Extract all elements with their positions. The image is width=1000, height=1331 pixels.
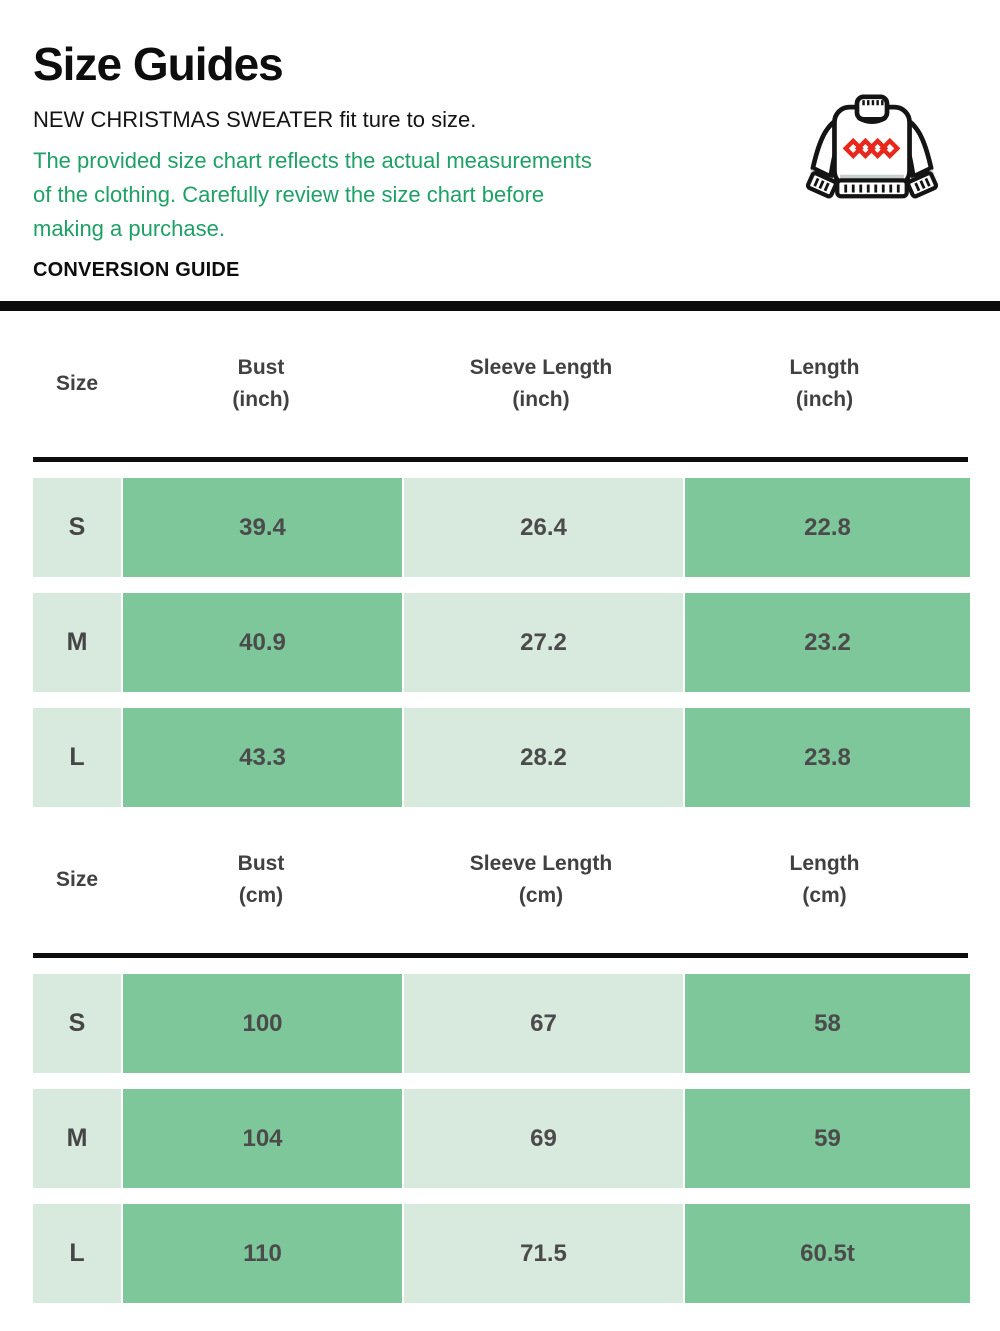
length-cell: 60.5t: [685, 1204, 970, 1304]
sleeve-length-cell: 67: [404, 974, 683, 1074]
column-header-unit: (inch): [232, 388, 290, 412]
column-header-bust: Bust (cm): [121, 848, 401, 912]
table-row-l: L 43.3 28.2 23.8: [33, 708, 970, 808]
bust-cell: 110: [123, 1204, 402, 1304]
sleeve-length-cell: 69: [404, 1089, 683, 1189]
table-body: S 39.4 26.4 22.8 M 40.9 27.2 23.2 L 43.3…: [33, 478, 970, 808]
column-header-label: Length: [789, 852, 860, 876]
bust-cell: 39.4: [123, 478, 402, 578]
size-cell: L: [33, 708, 121, 808]
table-header-divider: [33, 457, 968, 463]
column-header-unit: (cm): [518, 884, 564, 908]
christmas-sweater-icon: [806, 94, 938, 199]
table-row-s: S 100 67 58: [33, 974, 970, 1074]
size-chart-description: The provided size chart reflects the act…: [33, 144, 967, 246]
page-title: Size Guides: [33, 38, 284, 90]
length-cell: 22.8: [685, 478, 970, 578]
sleeve-length-cell: 26.4: [404, 478, 683, 578]
size-cell: S: [33, 974, 121, 1074]
column-header-label: Length: [789, 356, 860, 380]
size-cell: M: [33, 593, 121, 693]
size-table-cm: Size Bust (cm) Sleeve Length (cm) Length…: [33, 807, 970, 1304]
conversion-guide-label: CONVERSION GUIDE: [33, 259, 240, 282]
column-header-sleeve-length: Sleeve Length (cm): [401, 848, 681, 912]
column-header-label: Bust: [237, 356, 285, 380]
column-header-unit: (cm): [238, 884, 284, 908]
description-line: of the clothing. Carefully review the si…: [33, 182, 545, 208]
sleeve-length-cell: 28.2: [404, 708, 683, 808]
column-header-unit: (cm): [802, 884, 847, 908]
table-row-l: L 110 71.5 60.5t: [33, 1204, 970, 1304]
bust-cell: 40.9: [123, 593, 402, 693]
table-header-divider: [33, 953, 968, 959]
column-header-bust: Bust (inch): [121, 352, 401, 416]
table-body: S 100 67 58 M 104 69 59 L 110 71.5 60.5t: [33, 974, 970, 1304]
column-header-unit: (inch): [795, 388, 854, 412]
column-header-unit: (inch): [512, 388, 570, 412]
column-header-label: Bust: [237, 852, 285, 876]
bust-cell: 43.3: [123, 708, 402, 808]
bust-cell: 104: [123, 1089, 402, 1189]
size-cell: M: [33, 1089, 121, 1189]
column-header-sleeve-length: Sleeve Length (inch): [401, 352, 681, 416]
table-row-m: M 40.9 27.2 23.2: [33, 593, 970, 693]
fit-note: NEW CHRISTMAS SWEATER fit ture to size.: [33, 107, 477, 133]
sleeve-length-cell: 71.5: [404, 1204, 683, 1304]
sleeve-length-cell: 27.2: [404, 593, 683, 693]
column-header-length: Length (cm): [681, 848, 968, 912]
conversion-tables: Size Bust (inch) Sleeve Length (inch) Le…: [0, 311, 1000, 1304]
length-cell: 23.8: [685, 708, 970, 808]
size-cell: L: [33, 1204, 121, 1304]
length-cell: 58: [685, 974, 970, 1074]
column-header-size: Size: [55, 868, 99, 892]
size-table-inch: Size Bust (inch) Sleeve Length (inch) Le…: [33, 311, 970, 808]
column-header-label: Sleeve Length: [469, 356, 613, 380]
table-row-s: S 39.4 26.4 22.8: [33, 478, 970, 578]
description-line: The provided size chart reflects the act…: [33, 148, 592, 174]
column-header-size: Size: [55, 372, 99, 396]
description-line: making a purchase.: [33, 216, 225, 242]
intro-section: Size Guides NEW CHRISTMAS SWEATER fit tu…: [0, 0, 1000, 282]
section-divider-bar: [0, 301, 1000, 312]
size-cell: S: [33, 478, 121, 578]
bust-cell: 100: [123, 974, 402, 1074]
column-header-label: Sleeve Length: [469, 852, 613, 876]
length-cell: 59: [685, 1089, 970, 1189]
table-header-row: Size Bust (cm) Sleeve Length (cm) Length…: [33, 807, 968, 953]
table-header-row: Size Bust (inch) Sleeve Length (inch) Le…: [33, 311, 968, 457]
table-row-m: M 104 69 59: [33, 1089, 970, 1189]
length-cell: 23.2: [685, 593, 970, 693]
column-header-length: Length (inch): [681, 352, 968, 416]
